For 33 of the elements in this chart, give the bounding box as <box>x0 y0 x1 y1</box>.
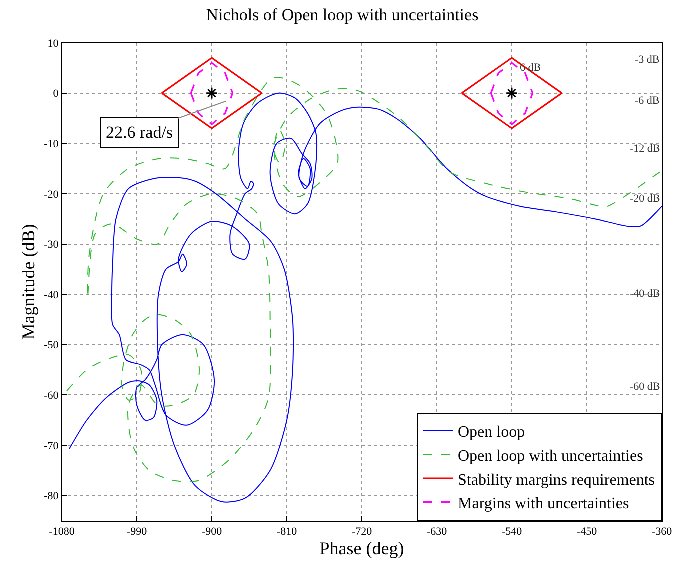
y-tick-label: 0 <box>53 88 60 100</box>
legend-label: Stability margins requirements <box>458 472 656 489</box>
x-tick-label: -360 <box>652 526 673 538</box>
legend-label: Margins with uncertainties <box>458 496 630 513</box>
x-tick-label: -990 <box>126 526 148 538</box>
x-tick-label: -810 <box>276 526 298 538</box>
x-tick-label: -630 <box>426 526 448 538</box>
annotation: -60 dB <box>630 381 660 393</box>
y-axis-title: Magnitude (dB) <box>18 224 38 340</box>
legend-label: Open loop with uncertainties <box>458 448 644 465</box>
y-tick-label: -30 <box>44 239 60 252</box>
x-tick-label: -900 <box>202 526 223 538</box>
y-tick-label: -10 <box>44 138 60 150</box>
y-tick-label: -80 <box>44 490 60 503</box>
x-tick-label: -540 <box>502 526 523 538</box>
annotation: -40 dB <box>630 288 660 300</box>
legend-label: Open loop <box>458 424 526 442</box>
y-tick-label: -60 <box>44 390 60 402</box>
annotation: -6 dB <box>635 95 660 107</box>
annotation: -12 dB <box>630 143 660 155</box>
y-tick-label: -40 <box>44 289 60 302</box>
x-tick-label: -450 <box>576 526 598 538</box>
y-tick-label: -20 <box>44 188 60 201</box>
x-tick-label: -720 <box>352 526 373 538</box>
annotation: 22.6 rad/s <box>106 123 174 142</box>
y-tick-label: -70 <box>44 440 60 452</box>
annotation: -3 dB <box>635 54 660 66</box>
y-tick-label: -50 <box>44 340 60 352</box>
x-tick-label: -1080 <box>49 526 76 538</box>
x-axis-title: Phase (deg) <box>320 538 404 558</box>
y-tick-label: 10 <box>48 38 60 50</box>
annotation: -20 dB <box>630 193 660 205</box>
chart-title: Nichols of Open loop with uncertainties <box>206 5 479 24</box>
